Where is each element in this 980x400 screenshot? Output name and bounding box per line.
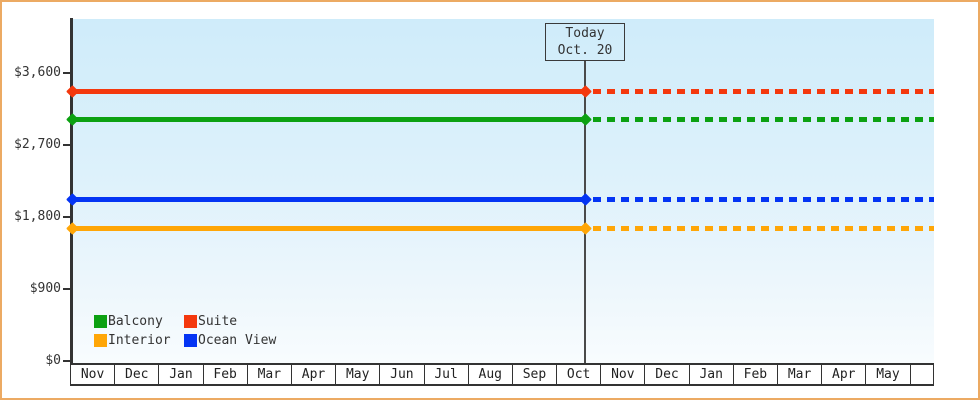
legend-label: Ocean View bbox=[198, 333, 277, 348]
legend-label: Interior bbox=[108, 333, 171, 348]
today-label-line1: Today bbox=[565, 26, 605, 41]
month-cell: Jan bbox=[159, 365, 204, 384]
y-axis-line bbox=[70, 18, 73, 363]
legend-item-interior: Interior bbox=[94, 333, 184, 348]
month-cell: Mar bbox=[778, 365, 823, 384]
price-line-interior-dotted bbox=[593, 226, 934, 232]
price-line-ocean-view-solid bbox=[72, 196, 585, 202]
price-marker-ocean-view-start bbox=[65, 193, 79, 206]
month-cell: May bbox=[336, 365, 381, 384]
y-axis-tick bbox=[63, 216, 72, 218]
y-axis-tick bbox=[63, 288, 72, 290]
month-cell: Mar bbox=[248, 365, 292, 384]
month-cell: Nov bbox=[601, 365, 646, 384]
y-axis-tick bbox=[63, 72, 72, 74]
month-cell: Jun bbox=[380, 365, 425, 384]
price-marker-balcony-today bbox=[578, 112, 592, 126]
price-line-suite-solid bbox=[72, 88, 585, 94]
price-line-balcony-dotted bbox=[593, 116, 934, 122]
month-cell: Aug bbox=[469, 365, 513, 384]
today-label-line2: Oct. 20 bbox=[557, 43, 613, 58]
y-axis-tick bbox=[63, 144, 72, 146]
price-line-balcony-solid bbox=[72, 116, 585, 122]
legend-label: Balcony bbox=[108, 314, 163, 329]
price-marker-interior-today bbox=[578, 222, 592, 235]
suite-swatch-icon bbox=[184, 315, 197, 328]
legend-item-suite: Suite bbox=[184, 314, 276, 329]
y-axis-tick bbox=[63, 360, 72, 362]
plot-area: Today Oct. 20 Balcony Suite Interior Oce… bbox=[65, 19, 934, 363]
month-cell: Feb bbox=[734, 365, 778, 384]
month-cell: Sep bbox=[513, 365, 558, 384]
legend: Balcony Suite Interior Ocean View bbox=[94, 314, 276, 348]
month-cell: Dec bbox=[115, 365, 160, 384]
price-marker-suite-today bbox=[578, 84, 592, 98]
price-marker-balcony-start bbox=[65, 112, 79, 126]
month-cell: Jul bbox=[425, 365, 469, 384]
y-axis-tick-label: $3,600 bbox=[14, 65, 61, 80]
x-axis-month-row: Nov Dec Jan Feb Mar Apr May Jun Jul Aug Sep Oct Nov D… bbox=[70, 363, 934, 386]
price-marker-ocean-view-today bbox=[578, 193, 592, 206]
y-axis-tick-label: $2,700 bbox=[14, 137, 61, 152]
month-cell: Jan bbox=[690, 365, 734, 384]
month-cell: Apr bbox=[292, 365, 337, 384]
today-label-box: Today Oct. 20 bbox=[545, 23, 625, 61]
y-axis-tick-label: $1,800 bbox=[14, 209, 61, 224]
price-line-interior-solid bbox=[72, 226, 585, 232]
month-cell: Nov bbox=[71, 365, 116, 384]
price-marker-interior-start bbox=[65, 222, 79, 235]
ocean-view-swatch-icon bbox=[184, 334, 197, 347]
legend-item-ocean-view: Ocean View bbox=[184, 333, 276, 348]
month-cell: Feb bbox=[204, 365, 248, 384]
month-cell-empty bbox=[911, 365, 934, 384]
price-line-ocean-view-dotted bbox=[593, 196, 934, 202]
balcony-swatch-icon bbox=[94, 315, 107, 328]
month-cell: Oct bbox=[557, 365, 602, 384]
legend-label: Suite bbox=[198, 314, 238, 329]
month-cell: Dec bbox=[645, 365, 690, 384]
price-line-suite-dotted bbox=[593, 88, 934, 94]
month-cell: Apr bbox=[822, 365, 867, 384]
y-axis-tick-label: $900 bbox=[29, 281, 61, 296]
y-axis-tick-label: $0 bbox=[45, 353, 61, 368]
price-marker-suite-start bbox=[65, 84, 79, 98]
today-vertical-line bbox=[584, 61, 586, 363]
month-cell: May bbox=[866, 365, 911, 384]
interior-swatch-icon bbox=[94, 334, 107, 347]
legend-item-balcony: Balcony bbox=[94, 314, 184, 329]
